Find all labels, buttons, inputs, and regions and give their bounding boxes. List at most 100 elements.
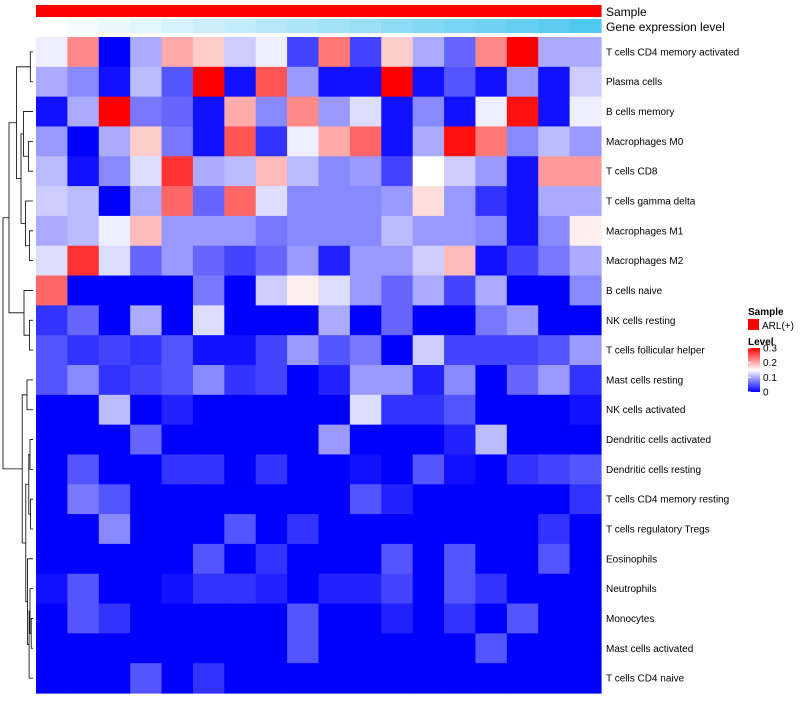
heatmap-cell bbox=[412, 96, 445, 128]
heatmap-cell bbox=[506, 603, 539, 634]
heatmap-cell bbox=[381, 186, 414, 217]
heatmap-cell bbox=[255, 126, 288, 157]
heatmap-cell bbox=[538, 156, 571, 187]
heatmap-cell bbox=[506, 424, 539, 456]
heatmap-cell bbox=[255, 603, 288, 634]
heatmap-cell bbox=[130, 603, 163, 634]
heatmap-cell bbox=[538, 186, 571, 217]
heatmap-cell bbox=[318, 424, 351, 456]
heatmap-cell bbox=[287, 245, 320, 277]
heatmap-cell bbox=[224, 335, 257, 366]
heatmap-cell bbox=[161, 156, 194, 187]
annotation-cell-sample bbox=[36, 5, 68, 17]
legend-tick-label: 0.2 bbox=[763, 358, 777, 369]
heatmap-cell bbox=[381, 633, 414, 664]
heatmap-cell bbox=[444, 633, 477, 664]
heatmap-cell bbox=[255, 156, 288, 187]
heatmap-cell bbox=[98, 573, 131, 605]
heatmap-cell bbox=[349, 215, 382, 247]
heatmap-cell bbox=[444, 275, 477, 306]
row-label: Mast cells resting bbox=[606, 375, 683, 386]
heatmap-cell bbox=[192, 514, 225, 545]
heatmap-cell bbox=[506, 275, 539, 306]
heatmap-cell bbox=[569, 275, 602, 306]
legend-tick-label: 0.1 bbox=[763, 373, 777, 384]
heatmap-cell bbox=[349, 484, 382, 515]
heatmap-cell bbox=[444, 424, 477, 456]
heatmap-cell bbox=[538, 514, 571, 545]
heatmap-cell bbox=[192, 215, 225, 247]
heatmap-cell bbox=[67, 394, 100, 426]
heatmap-cell bbox=[130, 156, 163, 187]
heatmap-cell bbox=[569, 186, 602, 217]
dendrogram-branch bbox=[28, 140, 33, 172]
heatmap-cell bbox=[475, 37, 508, 68]
heatmap-cell bbox=[130, 484, 163, 515]
annotation-cell-expression bbox=[444, 19, 477, 33]
heatmap-cell bbox=[130, 394, 163, 426]
dendrogram-branch bbox=[2, 217, 23, 470]
heatmap-cell bbox=[538, 215, 571, 247]
heatmap-cell bbox=[475, 484, 508, 515]
heatmap-cell bbox=[255, 335, 288, 366]
heatmap-cell bbox=[538, 424, 571, 456]
heatmap-cell bbox=[444, 245, 477, 277]
heatmap-cell bbox=[67, 186, 100, 217]
heatmap-cell bbox=[538, 126, 571, 157]
heatmap-cell bbox=[506, 573, 539, 605]
heatmap-cell bbox=[36, 37, 68, 68]
heatmap-cell bbox=[67, 484, 100, 515]
heatmap-cell bbox=[161, 335, 194, 366]
heatmap-cell bbox=[36, 573, 68, 605]
annotation-cell-expression bbox=[318, 19, 351, 33]
heatmap-cell bbox=[506, 96, 539, 128]
annotation-label-gene-expression: Gene expression level bbox=[606, 20, 725, 34]
annotation-cell-sample bbox=[318, 5, 351, 17]
heatmap-cell bbox=[255, 573, 288, 605]
heatmap-cell bbox=[444, 96, 477, 128]
annotation-cell-expression bbox=[381, 19, 414, 33]
legend-level-ticks: 0.3 0.2 0.1 0 bbox=[748, 344, 777, 399]
heatmap-cell bbox=[67, 603, 100, 634]
heatmap-cell bbox=[381, 245, 414, 277]
heatmap-cell bbox=[255, 215, 288, 247]
heatmap-cell bbox=[192, 305, 225, 336]
heatmap-cell bbox=[569, 66, 602, 98]
row-label: NK cells resting bbox=[606, 316, 675, 327]
heatmap-cell bbox=[224, 543, 257, 575]
heatmap-cell bbox=[98, 305, 131, 336]
heatmap-cell bbox=[569, 215, 602, 247]
heatmap-cell bbox=[67, 514, 100, 545]
column-annotations bbox=[36, 5, 602, 33]
heatmap-cell bbox=[255, 454, 288, 485]
heatmap-cell bbox=[98, 275, 131, 306]
annotation-cell-sample bbox=[569, 5, 602, 17]
heatmap-cell bbox=[475, 394, 508, 426]
heatmap-cell bbox=[569, 156, 602, 187]
dendrogram-branch bbox=[26, 379, 33, 411]
heatmap-cell bbox=[412, 663, 445, 694]
heatmap-cell bbox=[349, 186, 382, 217]
heatmap-cell bbox=[318, 484, 351, 515]
heatmap-cell bbox=[506, 156, 539, 187]
heatmap-cell bbox=[381, 543, 414, 575]
heatmap-cell bbox=[506, 514, 539, 545]
heatmap-cell bbox=[192, 335, 225, 366]
row-label: Macrophages M2 bbox=[606, 256, 684, 267]
row-label: Dendritic cells resting bbox=[606, 465, 701, 476]
heatmap-cell bbox=[98, 424, 131, 456]
heatmap-cell bbox=[506, 37, 539, 68]
heatmap-cell bbox=[255, 186, 288, 217]
heatmap-cell bbox=[475, 454, 508, 485]
heatmap-cell bbox=[569, 573, 602, 605]
heatmap-cell bbox=[36, 663, 68, 694]
heatmap-cell bbox=[569, 126, 602, 157]
legend-tick-label: 0.3 bbox=[763, 344, 777, 355]
heatmap-cell bbox=[538, 484, 571, 515]
heatmap-cell bbox=[412, 275, 445, 306]
heatmap-cell bbox=[98, 215, 131, 247]
heatmap-cell bbox=[506, 365, 539, 396]
heatmap-cell bbox=[381, 96, 414, 128]
heatmap-cell bbox=[161, 215, 194, 247]
heatmap-cell bbox=[287, 186, 320, 217]
